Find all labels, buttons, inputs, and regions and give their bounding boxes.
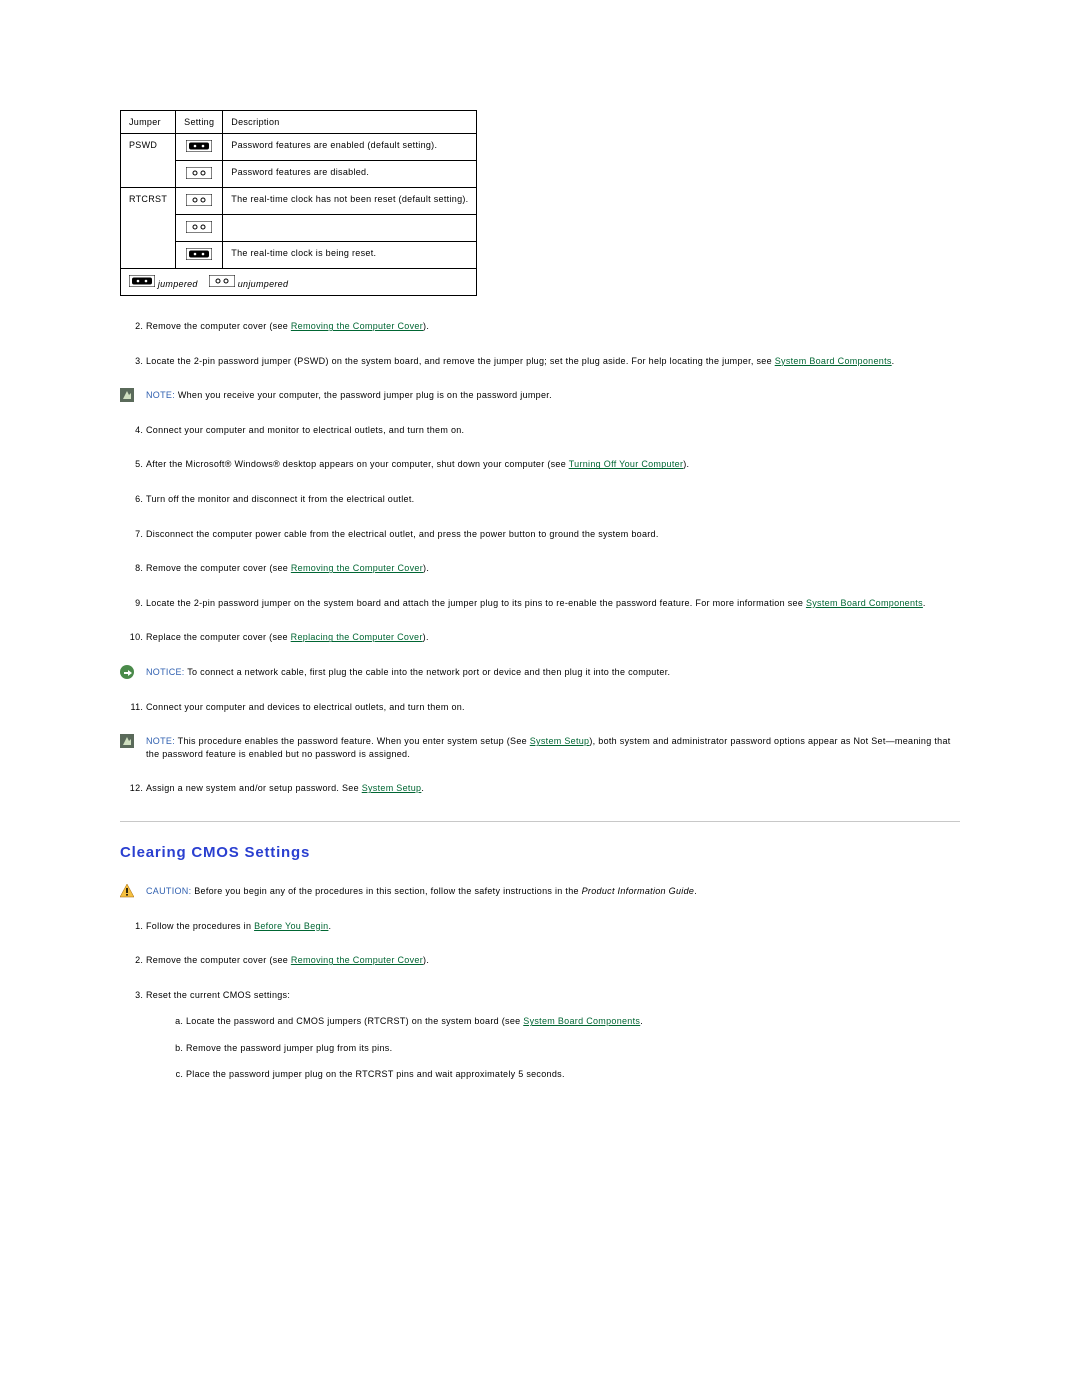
link-before-you-begin[interactable]: Before You Begin [254, 921, 328, 931]
cell-desc [223, 215, 477, 242]
list-item: Remove the computer cover (see Removing … [146, 320, 960, 333]
table-row: RTCRST The real-time clock has not been … [121, 188, 477, 215]
col-jumper: Jumper [121, 111, 176, 134]
link-system-setup[interactable]: System Setup [362, 783, 422, 793]
table-header-row: Jumper Setting Description [121, 111, 477, 134]
table-legend-row: jumpered unjumpered [121, 269, 477, 296]
list-item: Remove the computer cover (see Removing … [146, 954, 960, 967]
procedure-list: Remove the computer cover (see Removing … [120, 320, 960, 367]
note-prefix: NOTE: [146, 390, 175, 400]
sub-list: Locate the password and CMOS jumpers (RT… [146, 1015, 960, 1081]
cell-setting-icon [176, 242, 223, 269]
list-item: Remove the computer cover (see Removing … [146, 562, 960, 575]
unjumpered-icon [186, 221, 212, 233]
caution-icon [120, 884, 134, 898]
link-removing-cover[interactable]: Removing the Computer Cover [291, 321, 423, 331]
list-item: Turn off the monitor and disconnect it f… [146, 493, 960, 506]
note-icon [120, 388, 134, 402]
list-item: Assign a new system and/or setup passwor… [146, 782, 960, 795]
jumpered-icon [186, 140, 212, 152]
legend-jumpered-label: jumpered [158, 279, 198, 289]
cell-setting-icon [176, 161, 223, 188]
procedure-list: Assign a new system and/or setup passwor… [120, 782, 960, 795]
cell-setting-icon [176, 215, 223, 242]
unjumpered-icon [186, 167, 212, 179]
link-system-board[interactable]: System Board Components [523, 1016, 640, 1026]
cell-desc: The real-time clock is being reset. [223, 242, 477, 269]
list-item: Follow the procedures in Before You Begi… [146, 920, 960, 933]
procedure-list: Connect your computer and devices to ele… [120, 701, 960, 714]
list-item: Locate the 2-pin password jumper on the … [146, 597, 960, 610]
list-item: Replace the computer cover (see Replacin… [146, 631, 960, 644]
caution-prefix: CAUTION: [146, 886, 191, 896]
cell-desc: Password features are enabled (default s… [223, 134, 477, 161]
jumpered-icon [186, 248, 212, 260]
list-item: After the Microsoft® Windows® desktop ap… [146, 458, 960, 471]
cell-desc: Password features are disabled. [223, 161, 477, 188]
document-page: Jumper Setting Description PSWD Password… [0, 0, 1080, 1163]
cell-setting-icon [176, 134, 223, 161]
table-row: PSWD Password features are enabled (defa… [121, 134, 477, 161]
list-item: Reset the current CMOS settings: Locate … [146, 989, 960, 1081]
notice-icon [120, 665, 134, 679]
unjumpered-icon [209, 275, 235, 287]
link-system-board[interactable]: System Board Components [775, 356, 892, 366]
cell-setting-icon [176, 188, 223, 215]
cell-desc: The real-time clock has not been reset (… [223, 188, 477, 215]
link-removing-cover[interactable]: Removing the Computer Cover [291, 955, 423, 965]
list-item: Connect your computer and devices to ele… [146, 701, 960, 714]
list-item: Connect your computer and monitor to ele… [146, 424, 960, 437]
note-prefix: NOTE: [146, 736, 175, 746]
note-block: NOTE: This procedure enables the passwor… [120, 735, 960, 760]
section-heading: Clearing CMOS Settings [120, 844, 960, 861]
note-icon [120, 734, 134, 748]
list-item: Disconnect the computer power cable from… [146, 528, 960, 541]
cell-jumper: RTCRST [121, 188, 176, 269]
notice-block: NOTICE: To connect a network cable, firs… [120, 666, 960, 679]
list-item: Locate the password and CMOS jumpers (RT… [186, 1015, 960, 1028]
col-setting: Setting [176, 111, 223, 134]
link-removing-cover[interactable]: Removing the Computer Cover [291, 563, 423, 573]
col-description: Description [223, 111, 477, 134]
link-replacing-cover[interactable]: Replacing the Computer Cover [291, 632, 423, 642]
link-system-setup[interactable]: System Setup [530, 736, 590, 746]
legend-unjumpered-label: unjumpered [238, 279, 289, 289]
section-divider [120, 821, 960, 822]
list-item: Remove the password jumper plug from its… [186, 1042, 960, 1055]
unjumpered-icon [186, 194, 212, 206]
procedure-list: Connect your computer and monitor to ele… [120, 424, 960, 644]
legend-cell: jumpered unjumpered [121, 269, 477, 296]
caution-block: CAUTION: Before you begin any of the pro… [120, 885, 960, 898]
list-item: Locate the 2-pin password jumper (PSWD) … [146, 355, 960, 368]
procedure-list-cmos: Follow the procedures in Before You Begi… [120, 920, 960, 1082]
jumper-settings-table: Jumper Setting Description PSWD Password… [120, 110, 477, 296]
note-block: NOTE: When you receive your computer, th… [120, 389, 960, 402]
link-system-board[interactable]: System Board Components [806, 598, 923, 608]
notice-prefix: NOTICE: [146, 667, 185, 677]
list-item: Place the password jumper plug on the RT… [186, 1068, 960, 1081]
link-turning-off[interactable]: Turning Off Your Computer [569, 459, 684, 469]
jumpered-icon [129, 275, 155, 287]
cell-jumper: PSWD [121, 134, 176, 188]
